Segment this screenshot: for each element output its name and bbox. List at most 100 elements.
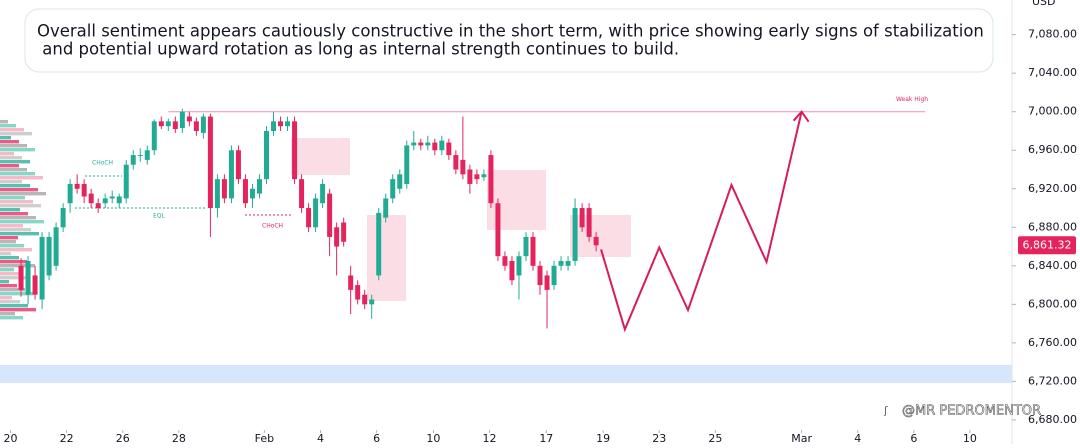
annotation: CHoCH	[92, 160, 113, 167]
candle-body	[474, 174, 480, 180]
projection-arrow	[792, 110, 810, 123]
candle-body	[165, 121, 171, 127]
profile-bar	[0, 300, 20, 304]
x-tick-label: 6	[373, 432, 380, 444]
candle-body	[271, 121, 277, 131]
candle-body	[446, 142, 452, 156]
candle-body	[144, 150, 150, 160]
candle-body	[558, 261, 564, 266]
y-tick-label: 7,080.00	[1028, 28, 1077, 41]
profile-bar	[0, 204, 41, 208]
commentary-line: Overall sentiment appears cautiously con…	[37, 22, 984, 41]
candle-body	[109, 196, 115, 199]
profile-bar	[0, 196, 25, 200]
y-tick-label: 7,040.00	[1028, 66, 1077, 79]
x-tick-label: 19	[596, 432, 610, 444]
profile-bar	[0, 176, 43, 180]
profile-bar	[0, 124, 16, 128]
profile-bar	[0, 268, 14, 272]
profile-bar	[0, 140, 19, 144]
candle-body	[158, 121, 164, 127]
candle-body	[460, 159, 466, 175]
profile-bar	[0, 220, 44, 224]
profile-bar	[0, 316, 23, 320]
candle-body	[369, 299, 375, 305]
candle-body	[39, 236, 45, 300]
candle-body	[179, 111, 185, 129]
profile-bar	[0, 288, 25, 292]
candle-body	[74, 183, 80, 189]
last-price-label: 6,861.32	[1023, 238, 1072, 251]
support-band	[0, 365, 1012, 383]
level-label: Weak High	[896, 96, 928, 103]
x-tick-label: 26	[116, 432, 130, 444]
profile-bar	[0, 264, 35, 268]
x-tick-label: 4	[317, 432, 324, 444]
profile-bar	[0, 160, 30, 164]
x-tick-label: 10	[426, 432, 440, 444]
profile-bar	[0, 188, 38, 192]
profile-bar	[0, 240, 16, 244]
profile-bar	[0, 284, 17, 288]
profile-bar	[0, 156, 22, 160]
candle-body	[25, 261, 31, 295]
candle-body	[278, 121, 284, 127]
candle-body	[481, 174, 487, 178]
candle-body	[228, 150, 234, 199]
profile-bar	[0, 232, 39, 236]
candle-body	[53, 227, 59, 266]
profile-bar	[0, 224, 23, 228]
profile-bar	[0, 164, 19, 168]
profile-bar	[0, 312, 15, 316]
candle-body	[102, 198, 108, 204]
candle-body	[523, 236, 529, 257]
candle-body	[467, 169, 473, 184]
y-tick-label: 6,880.00	[1028, 220, 1077, 233]
profile-bar	[0, 144, 27, 148]
candle-body	[67, 183, 73, 204]
candle-body	[348, 275, 354, 290]
profile-bar	[0, 212, 28, 216]
candle-body	[32, 275, 38, 295]
candle-body	[81, 183, 87, 197]
x-tick-label: 23	[652, 432, 666, 444]
candle-body	[172, 121, 178, 130]
candle-body	[453, 155, 459, 170]
profile-bar	[0, 172, 35, 176]
candle-body	[242, 179, 248, 204]
x-tick-label: 12	[483, 432, 497, 444]
candle-body	[214, 179, 220, 209]
candle-body	[46, 236, 52, 276]
candle-body	[186, 116, 192, 122]
candle-body	[88, 193, 94, 204]
profile-bar	[0, 236, 18, 240]
watermark: ʃ @MR PEDROMENTOR	[881, 402, 1041, 419]
profile-bar	[0, 296, 12, 300]
y-tick-label: 6,920.00	[1028, 182, 1077, 195]
profile-bar	[0, 200, 33, 204]
candle-body	[320, 183, 326, 204]
profile-bar	[0, 168, 27, 172]
candle-body	[544, 275, 550, 290]
watermark-text: @MR PEDROMENTOR	[902, 404, 1041, 419]
volume-profile	[0, 120, 46, 320]
profile-bar	[0, 260, 27, 264]
candle-body	[292, 121, 298, 180]
profile-bar	[0, 132, 32, 136]
x-tick-label: 4	[854, 432, 861, 444]
x-tick-label: 10	[963, 432, 977, 444]
candle-body	[207, 116, 213, 209]
candle-body	[341, 222, 347, 242]
candle-body	[572, 208, 578, 262]
candle-body	[397, 174, 403, 189]
candle-body	[116, 196, 122, 204]
profile-bar	[0, 208, 20, 212]
candle-body	[235, 150, 241, 180]
candle-body	[383, 198, 389, 218]
y-tick-label: 6,840.00	[1028, 259, 1077, 272]
profile-bar	[0, 192, 46, 196]
candle-body	[256, 179, 262, 194]
candle-body	[264, 130, 270, 180]
